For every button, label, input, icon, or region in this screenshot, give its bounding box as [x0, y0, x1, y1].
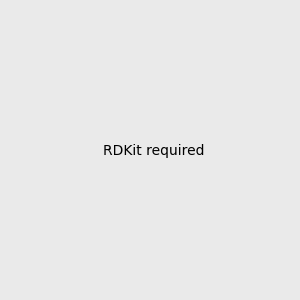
- Text: RDKit required: RDKit required: [103, 145, 205, 158]
